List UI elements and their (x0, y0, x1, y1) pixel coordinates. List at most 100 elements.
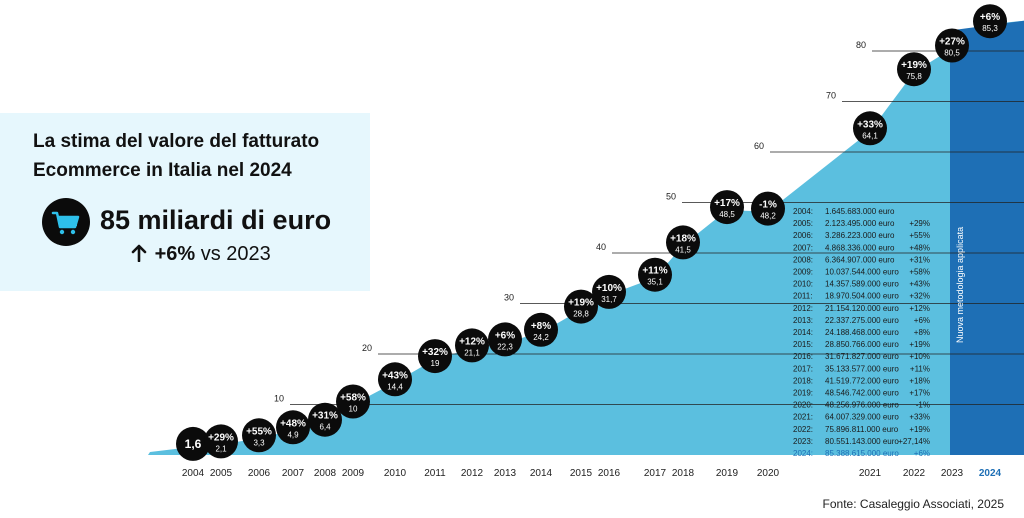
x-tick-label: 2015 (570, 468, 593, 479)
list-year: 2022: (793, 425, 813, 434)
x-tick-label: 2020 (757, 468, 780, 479)
value-label: 85,3 (982, 24, 998, 33)
growth-label: +43% (382, 370, 408, 381)
list-amount: 75.896.811.000 euro (825, 425, 899, 434)
value-label: 75,8 (906, 72, 922, 81)
y-tick-label: 30 (504, 293, 514, 303)
growth-label: -1% (759, 200, 777, 211)
data-point-bubble (276, 410, 310, 445)
value-label: 6,4 (319, 423, 331, 432)
x-tick-label: 2004 (182, 468, 205, 479)
list-year: 2023: (793, 437, 813, 446)
list-year: 2009: (793, 268, 813, 277)
data-point-bubble (204, 424, 238, 459)
growth-label: +29% (208, 432, 234, 443)
growth-label: +19% (568, 298, 594, 309)
value-label: 10 (349, 405, 358, 414)
data-point-bubble (308, 402, 342, 437)
kpi-title-line1: La stima del valore del fatturato (33, 131, 320, 152)
list-change: +17% (909, 389, 930, 398)
data-point-bubble (638, 257, 672, 292)
list-amount: 1.645.683.000 euro (825, 207, 895, 216)
x-tick-label: 2022 (903, 468, 926, 479)
data-point-bubble (455, 328, 489, 363)
list-amount: 28.850.766.000 euro (825, 340, 899, 349)
value-label: 22,3 (497, 342, 513, 351)
list-change: +33% (909, 413, 930, 422)
list-year: 2019: (793, 389, 813, 398)
list-amount: 2.123.495.000 euro (825, 219, 895, 228)
kpi-title: La stima del valore del fatturato Ecomme… (33, 127, 363, 185)
value-label: 41,5 (675, 245, 691, 254)
growth-label: +18% (670, 233, 696, 244)
value-label: 31,7 (601, 295, 617, 304)
value-label: 19 (431, 359, 440, 368)
y-tick-label: 40 (596, 242, 606, 252)
y-tick-label: 20 (362, 343, 372, 353)
list-year: 2006: (793, 231, 813, 240)
growth-label: +32% (422, 347, 448, 358)
x-tick-label: 2014 (530, 468, 553, 479)
list-change: +18% (909, 376, 930, 385)
value-label: 28,8 (573, 310, 589, 319)
list-change: +43% (909, 280, 930, 289)
list-amount: 41.519.772.000 euro (825, 376, 899, 385)
list-year: 2008: (793, 255, 813, 264)
list-change: +12% (909, 304, 930, 313)
growth-label: +58% (340, 393, 366, 404)
list-year: 2020: (793, 401, 813, 410)
x-tick-label: 2012 (461, 468, 484, 479)
x-tick-label: 2013 (494, 468, 517, 479)
growth-label: +12% (459, 336, 485, 347)
value-label: 64,1 (862, 131, 878, 140)
data-point-bubble (378, 362, 412, 397)
list-change: +32% (909, 292, 930, 301)
x-tick-label: 2018 (672, 468, 695, 479)
x-tick-label: 2011 (424, 468, 446, 479)
arrow-up-icon (131, 243, 149, 266)
x-tick-label: 2017 (644, 468, 667, 479)
list-amount: 31.671.827.000 euro (825, 352, 899, 361)
value-label: 4,9 (287, 430, 299, 439)
x-tick-label: 2019 (716, 468, 739, 479)
list-amount: 10.037.544.000 euro (825, 268, 899, 277)
growth-label: +8% (531, 321, 551, 332)
value-label: 48,2 (760, 212, 776, 221)
data-point-bubble (666, 225, 700, 260)
list-year: 2017: (793, 364, 813, 373)
x-tick-label: 2024 (979, 468, 1002, 479)
growth-label: +55% (246, 426, 272, 437)
kpi-title-line2: Ecommerce in Italia nel 2024 (33, 160, 292, 181)
x-tick-label: 2023 (941, 468, 964, 479)
data-point-bubble (488, 322, 522, 357)
value-label: 21,1 (464, 348, 480, 357)
list-amount: 3.286.223.000 euro (825, 231, 895, 240)
list-year: 2021: (793, 413, 813, 422)
value-label: 2,1 (215, 444, 227, 453)
list-change: +29% (909, 219, 930, 228)
list-year: 2010: (793, 280, 813, 289)
growth-label: +6% (980, 12, 1000, 23)
value-label: 80,5 (944, 49, 960, 58)
methodology-note: Nuova metodologia applicata (955, 227, 965, 343)
x-tick-label: 2007 (282, 468, 305, 479)
growth-label: +48% (280, 418, 306, 429)
list-amount: 6.364.907.000 euro (825, 255, 895, 264)
y-tick-label: 60 (754, 141, 764, 151)
list-change: +19% (909, 340, 930, 349)
list-change: +10% (909, 352, 930, 361)
value-label: 35,1 (647, 278, 663, 287)
list-amount: 64.007.329.000 euro (825, 413, 899, 422)
list-change: +6% (914, 316, 930, 325)
growth-label: +19% (901, 60, 927, 71)
list-year: 2007: (793, 243, 813, 252)
list-amount: 22.337.275.000 euro (825, 316, 899, 325)
data-point-bubble (524, 312, 558, 347)
list-change: +48% (909, 243, 930, 252)
kpi-panel: La stima del valore del fatturato Ecomme… (0, 113, 370, 291)
list-change: -1% (916, 401, 930, 410)
list-amount: 24.188.468.000 euro (825, 328, 899, 337)
data-point-bubble (336, 384, 370, 419)
kpi-change-suffix: vs 2023 (200, 243, 271, 265)
